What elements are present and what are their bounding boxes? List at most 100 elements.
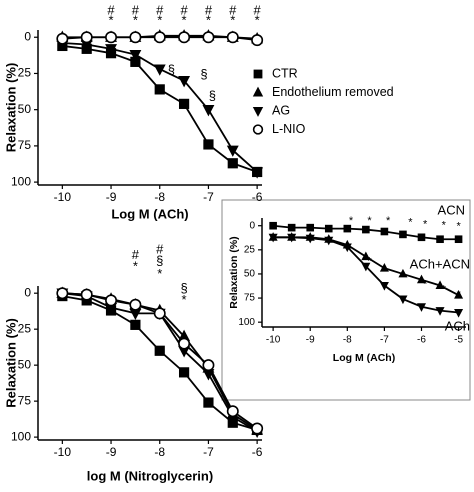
annotation: § — [168, 62, 175, 77]
marker — [287, 223, 296, 232]
annotation: * — [206, 13, 211, 28]
marker — [399, 230, 407, 239]
annotation: * — [408, 217, 413, 229]
annotation: # — [205, 3, 213, 18]
annotation: # — [180, 3, 188, 18]
marker — [203, 397, 214, 408]
marker — [454, 309, 464, 318]
marker — [202, 359, 215, 372]
x-tick-label: -8 — [154, 445, 165, 459]
marker — [343, 224, 352, 233]
y-tick-label: 25 — [244, 244, 256, 255]
annotation: # — [107, 3, 115, 18]
legend-label: Endothelium removed — [272, 85, 394, 99]
marker — [417, 233, 426, 242]
annotation: * — [442, 220, 447, 232]
x-tick-label: -6 — [252, 190, 263, 204]
legend-marker — [252, 106, 264, 117]
x-tick-label: -10 — [54, 445, 72, 459]
x-tick-label: -10 — [54, 190, 72, 204]
marker — [129, 298, 142, 311]
x-tick-label: -8 — [343, 335, 352, 346]
x-tick-label: -7 — [380, 335, 389, 346]
chart: 0 25 50 75 100 -10 -9 -8 -7 -6 -5 Log M (ACh) Relaxa… — [228, 202, 470, 363]
marker — [80, 288, 93, 301]
marker — [178, 31, 191, 44]
marker — [380, 227, 389, 236]
annotation: # — [156, 241, 164, 256]
x-tick-label: -9 — [306, 335, 315, 346]
marker — [130, 319, 141, 330]
marker — [342, 243, 352, 253]
legend-marker — [252, 86, 264, 97]
marker — [435, 280, 445, 290]
marker — [129, 31, 142, 44]
annotation: * — [255, 13, 260, 28]
marker — [268, 233, 278, 243]
y-tick-label: 100 — [11, 429, 31, 443]
marker — [287, 233, 297, 243]
series-label: ACh — [445, 318, 470, 333]
annotation: * — [182, 13, 187, 28]
x-tick-label: -5 — [454, 335, 463, 346]
annotation: * — [157, 266, 162, 281]
marker — [178, 98, 190, 109]
annotation: * — [133, 259, 138, 274]
annotation: # — [132, 3, 140, 18]
x-axis-label: Log M (ACh) — [111, 206, 188, 221]
marker — [153, 64, 166, 76]
marker — [454, 235, 463, 244]
inset-frame — [221, 199, 471, 401]
y-tick-label: 75 — [244, 293, 256, 304]
x-axis-label: log M (Nitroglycerin) — [87, 468, 213, 483]
marker — [454, 290, 464, 299]
y-axis-label: Relaxation (%) — [228, 236, 240, 308]
marker — [251, 34, 264, 47]
annotation: # — [254, 3, 262, 18]
marker — [269, 221, 277, 230]
marker — [324, 224, 333, 233]
y-tick-label: 50 — [244, 269, 256, 280]
y-tick-label: 100 — [238, 317, 255, 328]
annotation: * — [367, 255, 372, 267]
y-tick-label: 0 — [24, 285, 31, 299]
marker — [202, 105, 215, 117]
marker — [398, 295, 408, 305]
marker — [251, 422, 264, 435]
marker — [105, 31, 118, 44]
chart: 0 25 50 75 100 -10 -9 -8 -7 -6 log M (Nitroglyceri… — [3, 241, 264, 483]
y-tick-label: 100 — [11, 174, 31, 188]
marker — [416, 274, 427, 284]
annotation: * — [133, 13, 138, 28]
legend-marker — [253, 69, 263, 79]
marker — [361, 251, 371, 261]
marker — [203, 139, 214, 150]
marker — [227, 158, 238, 169]
annotation: * — [456, 289, 461, 301]
marker — [129, 49, 142, 62]
y-tick-label: 0 — [24, 29, 31, 43]
chart: 0 25 50 75 100 -10 -9 -8 -7 -6 Log M (ACh) Relaxati… — [3, 3, 393, 222]
marker — [251, 167, 264, 179]
x-tick-label: -9 — [106, 190, 117, 204]
marker — [153, 307, 166, 320]
annotation: § — [200, 66, 207, 81]
marker — [226, 145, 239, 157]
x-tick-label: -6 — [252, 445, 263, 459]
y-tick-label: 75 — [18, 393, 32, 407]
annotation: * — [349, 215, 354, 227]
legend-marker — [252, 124, 264, 135]
marker — [306, 223, 315, 232]
annotation: § — [156, 253, 163, 268]
series-label: ACN — [438, 202, 465, 217]
marker — [154, 345, 165, 356]
annotation: * — [367, 215, 372, 227]
x-tick-label: -8 — [154, 190, 165, 204]
annotation: * — [456, 221, 461, 233]
x-tick-label: -7 — [203, 190, 214, 204]
y-tick-label: 0 — [249, 220, 255, 231]
marker — [379, 282, 389, 291]
annotation: * — [230, 13, 235, 28]
annotation: * — [109, 13, 114, 28]
